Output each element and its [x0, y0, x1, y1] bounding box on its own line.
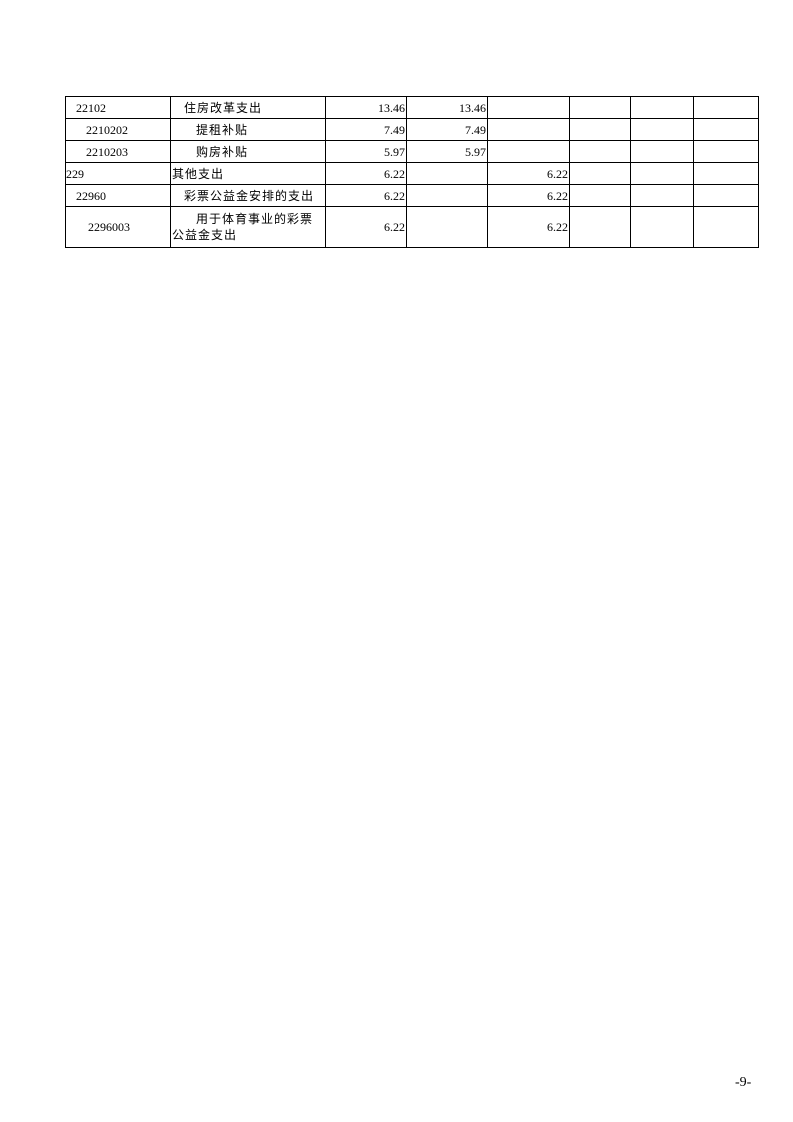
cell-c1: 7.49	[325, 118, 407, 141]
cell-empty	[630, 206, 694, 248]
cell-name: 其他支出	[170, 162, 326, 185]
cell-empty	[569, 162, 631, 185]
cell-c3: 6.22	[487, 162, 570, 185]
cell-code: 22960	[65, 184, 171, 207]
cell-empty	[693, 206, 759, 248]
cell-c1: 6.22	[325, 162, 407, 185]
cell-c3	[487, 118, 570, 141]
budget-table: 22102 住房改革支出 13.46 13.46 2210202 提租补贴 7.49 7.49…	[65, 96, 759, 248]
cell-empty	[693, 184, 759, 207]
table-row: 22960 彩票公益金安排的支出 6.22 6.22	[65, 184, 759, 207]
table-row: 2296003 用于体育事业的彩票公益金支出 6.22 6.22	[65, 206, 759, 248]
cell-c3	[487, 96, 570, 119]
table-row: 2210203 购房补贴 5.97 5.97	[65, 140, 759, 163]
cell-code: 229	[65, 162, 171, 185]
cell-name: 购房补贴	[170, 140, 326, 163]
cell-name: 提租补贴	[170, 118, 326, 141]
page-number: -9-	[735, 1075, 752, 1090]
table-row: 2210202 提租补贴 7.49 7.49	[65, 118, 759, 141]
cell-empty	[630, 162, 694, 185]
cell-c2: 13.46	[406, 96, 488, 119]
cell-c1: 5.97	[325, 140, 407, 163]
cell-empty	[569, 184, 631, 207]
cell-name: 彩票公益金安排的支出	[170, 184, 326, 207]
cell-empty	[630, 140, 694, 163]
cell-c2	[406, 206, 488, 248]
cell-empty	[630, 118, 694, 141]
cell-code: 2210203	[65, 140, 171, 163]
cell-c2	[406, 162, 488, 185]
table-row: 22102 住房改革支出 13.46 13.46	[65, 96, 759, 119]
cell-c2: 5.97	[406, 140, 488, 163]
cell-empty	[693, 118, 759, 141]
cell-empty	[569, 206, 631, 248]
cell-empty	[693, 162, 759, 185]
cell-c2: 7.49	[406, 118, 488, 141]
cell-empty	[693, 140, 759, 163]
cell-c1: 6.22	[325, 184, 407, 207]
cell-empty	[569, 118, 631, 141]
cell-code: 2210202	[65, 118, 171, 141]
cell-empty	[693, 96, 759, 119]
cell-c3: 6.22	[487, 206, 570, 248]
cell-code: 22102	[65, 96, 171, 119]
cell-empty	[630, 96, 694, 119]
cell-c3: 6.22	[487, 184, 570, 207]
cell-empty	[569, 96, 631, 119]
cell-empty	[569, 140, 631, 163]
cell-code: 2296003	[65, 206, 171, 248]
cell-c2	[406, 184, 488, 207]
cell-c3	[487, 140, 570, 163]
cell-name: 住房改革支出	[170, 96, 326, 119]
cell-c1: 13.46	[325, 96, 407, 119]
cell-empty	[630, 184, 694, 207]
table-row: 229 其他支出 6.22 6.22	[65, 162, 759, 185]
cell-c1: 6.22	[325, 206, 407, 248]
cell-name: 用于体育事业的彩票公益金支出	[170, 206, 326, 248]
